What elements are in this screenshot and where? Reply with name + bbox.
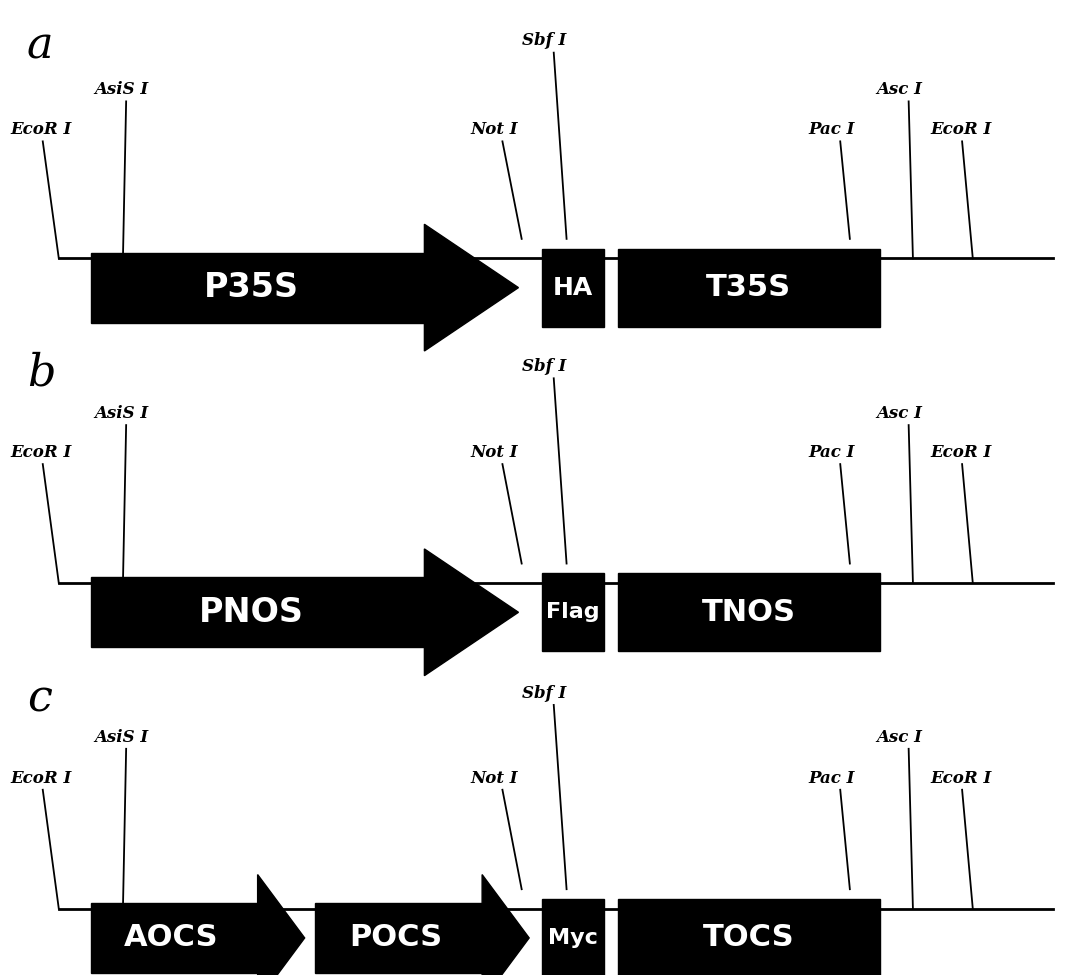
Text: P35S: P35S [203, 271, 298, 304]
Text: Sbf I: Sbf I [522, 685, 566, 702]
Text: PNOS: PNOS [199, 596, 304, 629]
Text: Pac I: Pac I [808, 122, 854, 138]
Text: Myc: Myc [548, 928, 598, 948]
Text: Asc I: Asc I [877, 729, 923, 746]
Text: EcoR I: EcoR I [11, 122, 72, 138]
Text: HA: HA [553, 276, 593, 299]
Text: POCS: POCS [348, 923, 441, 953]
Text: AsiS I: AsiS I [94, 406, 149, 422]
Text: Flag: Flag [546, 603, 600, 622]
Text: EcoR I: EcoR I [11, 770, 72, 787]
Bar [91, 903, 258, 973]
Text: Sbf I: Sbf I [522, 32, 566, 49]
Text: Not I: Not I [470, 770, 517, 787]
Text: AsiS I: AsiS I [94, 729, 149, 746]
Text: Pac I: Pac I [808, 770, 854, 787]
Text: EcoR I: EcoR I [930, 445, 991, 461]
Text: Asc I: Asc I [877, 81, 923, 98]
Bar [542, 899, 604, 975]
Text: a: a [27, 24, 53, 67]
Polygon shape [258, 875, 305, 975]
Text: Pac I: Pac I [808, 445, 854, 461]
Text: Not I: Not I [470, 445, 517, 461]
Bar [618, 899, 880, 975]
Bar [91, 253, 424, 323]
Text: b: b [27, 351, 56, 394]
Text: TOCS: TOCS [703, 923, 794, 953]
Bar [542, 249, 604, 327]
Text: EcoR I: EcoR I [930, 770, 991, 787]
Bar [91, 577, 424, 647]
Text: TNOS: TNOS [702, 598, 795, 627]
Polygon shape [424, 549, 518, 676]
Bar [618, 573, 880, 651]
Text: EcoR I: EcoR I [11, 445, 72, 461]
Bar [542, 573, 604, 651]
Text: EcoR I: EcoR I [930, 122, 991, 138]
Text: c: c [27, 678, 51, 721]
Bar [315, 903, 482, 973]
Text: T35S: T35S [707, 273, 791, 302]
Text: Not I: Not I [470, 122, 517, 138]
Text: Sbf I: Sbf I [522, 359, 566, 375]
Polygon shape [482, 875, 529, 975]
Polygon shape [424, 224, 518, 351]
Bar [618, 249, 880, 327]
Text: AOCS: AOCS [124, 923, 218, 953]
Text: AsiS I: AsiS I [94, 81, 149, 98]
Text: Asc I: Asc I [877, 406, 923, 422]
